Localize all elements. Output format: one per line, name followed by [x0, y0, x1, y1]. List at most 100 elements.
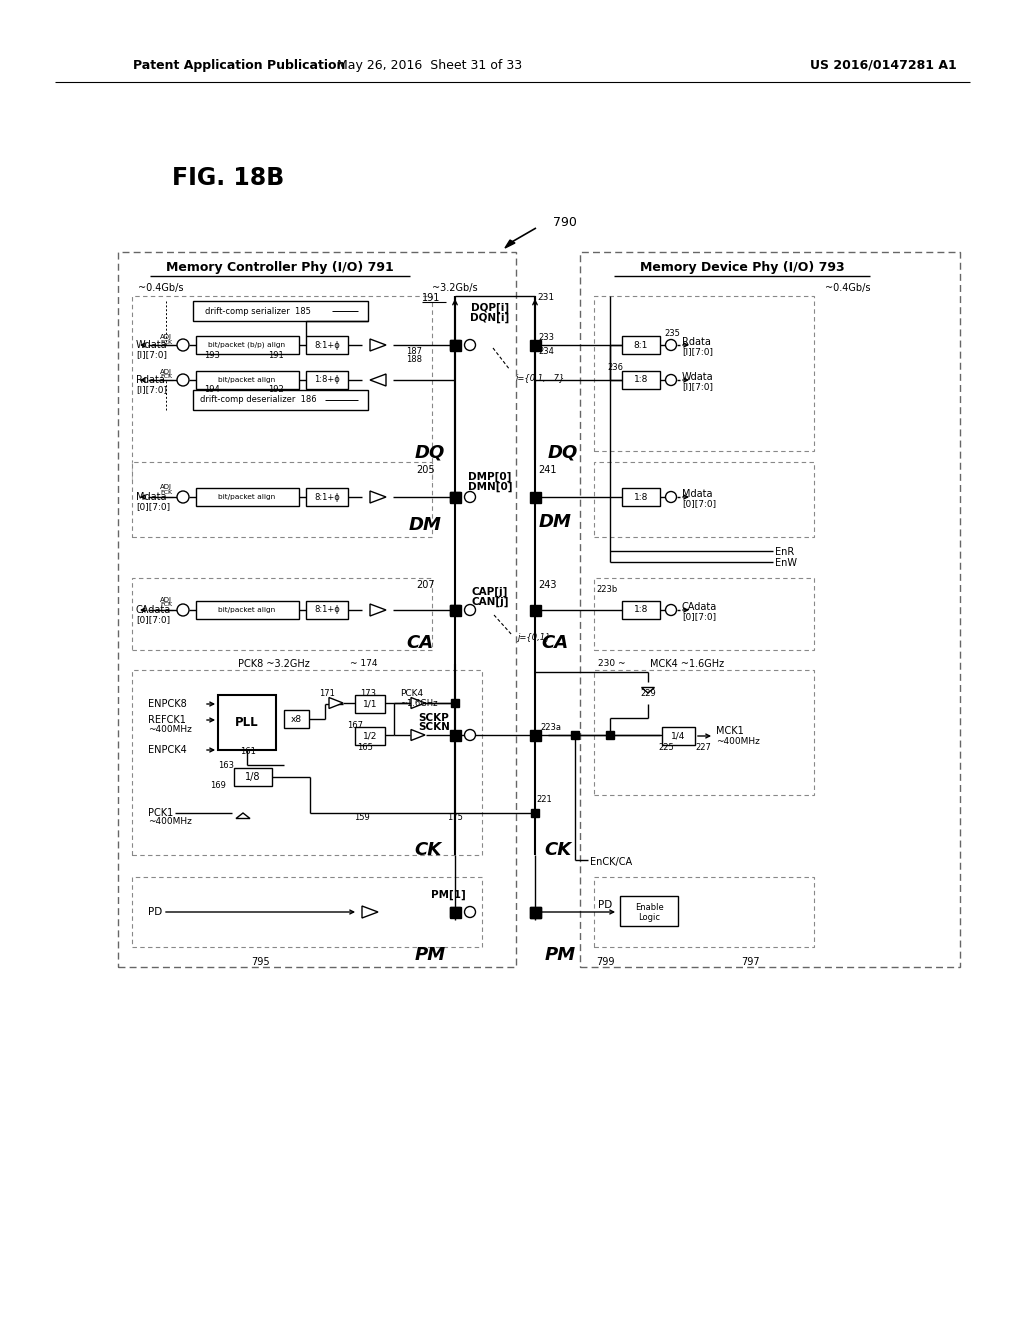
Text: 192: 192: [268, 385, 284, 395]
Text: drift-comp deserializer  186: drift-comp deserializer 186: [200, 396, 316, 404]
Text: 1:8: 1:8: [634, 492, 648, 502]
Text: CA: CA: [407, 634, 433, 652]
Bar: [531, 809, 539, 817]
Text: 159: 159: [354, 813, 370, 822]
Text: 230 ~: 230 ~: [598, 660, 626, 668]
Text: x8: x8: [291, 714, 301, 723]
Text: Wdata: Wdata: [682, 372, 714, 381]
Bar: [662, 727, 695, 744]
Text: Rdata: Rdata: [682, 337, 711, 347]
Text: 175: 175: [447, 813, 463, 822]
Bar: [193, 301, 368, 321]
Bar: [622, 601, 660, 619]
Text: REFCK1: REFCK1: [148, 715, 186, 725]
Text: FCK: FCK: [160, 375, 172, 380]
Bar: [118, 252, 516, 968]
Text: PCK1: PCK1: [148, 808, 173, 818]
Text: 1/8: 1/8: [246, 772, 261, 781]
Text: CK: CK: [415, 841, 441, 859]
Text: DQN[i]: DQN[i]: [470, 313, 510, 323]
Circle shape: [666, 375, 677, 385]
Text: 229: 229: [640, 689, 656, 697]
Text: EnW: EnW: [775, 558, 797, 568]
Text: 225: 225: [658, 742, 674, 751]
Text: [I][7:0]: [I][7:0]: [136, 351, 167, 359]
Text: Wdata: Wdata: [136, 341, 168, 350]
Text: 1/4: 1/4: [671, 731, 685, 741]
Text: 1:8: 1:8: [634, 375, 648, 384]
Bar: [450, 491, 461, 503]
Bar: [450, 339, 461, 351]
Text: PM: PM: [415, 946, 445, 964]
Text: 207: 207: [416, 579, 434, 590]
Text: 205: 205: [416, 465, 434, 475]
Text: i={0,1,...7}: i={0,1,...7}: [516, 374, 565, 383]
Text: 167: 167: [347, 721, 362, 730]
Text: [0][7:0]: [0][7:0]: [682, 499, 716, 508]
Circle shape: [465, 907, 475, 917]
Text: FIG. 18B: FIG. 18B: [172, 166, 284, 190]
Bar: [450, 907, 460, 917]
Text: Logic: Logic: [638, 912, 660, 921]
Text: 1/2: 1/2: [362, 731, 377, 741]
Bar: [450, 730, 461, 741]
Text: [I][7:0]: [I][7:0]: [136, 385, 167, 395]
Text: 1:8: 1:8: [634, 606, 648, 615]
Text: SCKN: SCKN: [418, 722, 450, 733]
Text: 221: 221: [537, 796, 552, 804]
Bar: [284, 710, 309, 729]
Text: ~ 174: ~ 174: [350, 660, 378, 668]
Bar: [594, 578, 814, 649]
Text: Mdata: Mdata: [136, 492, 167, 502]
Bar: [450, 605, 461, 615]
Text: ENPCK4: ENPCK4: [148, 744, 186, 755]
Text: Memory Device Phy (I/O) 793: Memory Device Phy (I/O) 793: [640, 261, 845, 275]
Bar: [234, 768, 272, 785]
Bar: [451, 700, 459, 708]
Text: 223b: 223b: [596, 586, 617, 594]
Text: CA: CA: [542, 634, 568, 652]
Bar: [355, 727, 385, 744]
Text: ADJ: ADJ: [160, 334, 172, 341]
Text: bit/packet align: bit/packet align: [218, 607, 275, 612]
Circle shape: [177, 491, 189, 503]
Text: 194: 194: [204, 385, 220, 395]
Text: SCKP: SCKP: [419, 713, 450, 723]
Polygon shape: [370, 491, 386, 503]
Text: 8:1+ϕ: 8:1+ϕ: [314, 492, 340, 502]
Bar: [622, 371, 660, 389]
Text: 236: 236: [607, 363, 623, 372]
Text: ~0.4Gb/s: ~0.4Gb/s: [824, 282, 870, 293]
Text: 165: 165: [357, 742, 373, 751]
Bar: [132, 876, 482, 946]
Bar: [620, 896, 678, 927]
Bar: [306, 601, 348, 619]
Text: FCK: FCK: [160, 339, 172, 345]
Polygon shape: [236, 813, 250, 818]
Bar: [606, 731, 614, 739]
Circle shape: [177, 339, 189, 351]
Text: DM: DM: [409, 516, 441, 535]
Bar: [529, 907, 541, 917]
Text: US 2016/0147281 A1: US 2016/0147281 A1: [810, 58, 956, 71]
Bar: [196, 337, 299, 354]
Text: 227: 227: [695, 742, 711, 751]
Text: PD: PD: [598, 900, 612, 909]
Polygon shape: [411, 697, 425, 709]
Polygon shape: [370, 605, 386, 616]
Bar: [196, 601, 299, 619]
Bar: [306, 337, 348, 354]
Bar: [594, 462, 814, 537]
Text: 790: 790: [553, 215, 577, 228]
Text: FCK: FCK: [160, 490, 172, 495]
Circle shape: [666, 339, 677, 351]
Bar: [529, 605, 541, 615]
Bar: [622, 488, 660, 506]
Bar: [196, 371, 299, 389]
Text: PM[1]: PM[1]: [431, 890, 465, 900]
Bar: [580, 252, 961, 968]
Text: ~400MHz: ~400MHz: [148, 817, 191, 826]
Text: ADJ: ADJ: [160, 370, 172, 375]
Circle shape: [465, 605, 475, 615]
Text: Enable: Enable: [635, 903, 664, 912]
